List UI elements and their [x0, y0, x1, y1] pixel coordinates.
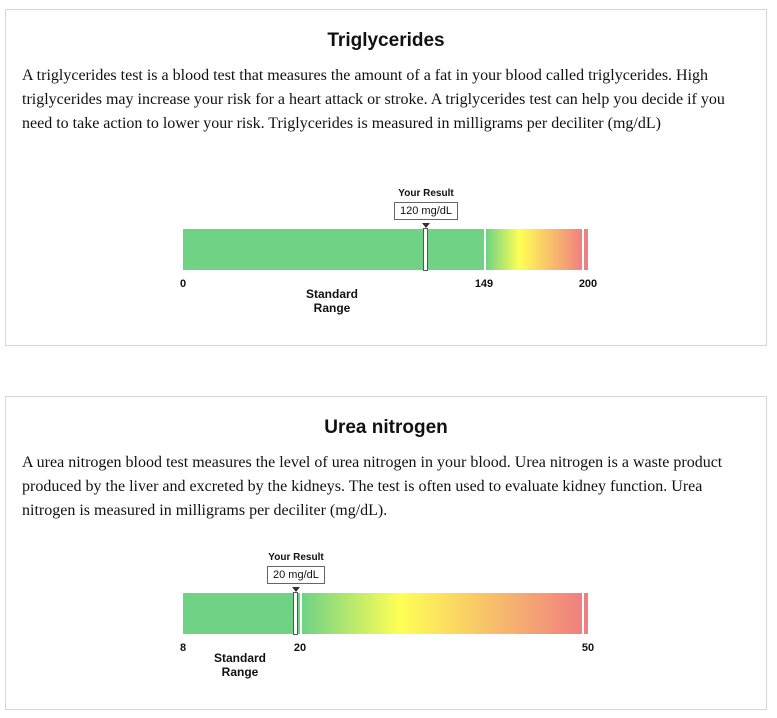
standard-range-label-line1: Standard	[305, 287, 358, 301]
result-pointer-icon	[292, 587, 300, 592]
standard-range-label: Standard Range	[200, 651, 280, 679]
result-marker	[293, 592, 298, 635]
tick-label-max: 200	[578, 278, 598, 290]
card-description: A urea nitrogen blood test measures the …	[22, 454, 723, 519]
your-result-label: Your Result	[268, 552, 324, 563]
card-title: Urea nitrogen	[324, 417, 448, 438]
standard-range-label-line1: Standard	[213, 651, 266, 665]
high-end-bar	[584, 229, 588, 270]
triglycerides-card: Triglycerides A triglycerides test is a …	[5, 9, 767, 346]
tick-label-standard: 20	[293, 642, 307, 654]
standard-range-label-line2: Range	[221, 665, 259, 679]
standard-range-label-line2: Range	[313, 301, 351, 315]
result-pointer-icon	[422, 223, 430, 228]
tick-label-max: 50	[581, 642, 595, 654]
tick-label-min: 8	[179, 642, 187, 654]
urea-nitrogen-card: Urea nitrogen A urea nitrogen blood test…	[5, 396, 767, 710]
result-scale: Your Result 20 mg/dL 8 20 50 Standard Ra…	[6, 397, 766, 709]
range-divider	[484, 229, 486, 270]
result-value-box: 120 mg/dL	[394, 202, 458, 220]
tick-label-standard: 149	[474, 278, 494, 290]
result-value-box: 20 mg/dL	[267, 566, 325, 584]
elevated-range-bar	[302, 593, 582, 634]
standard-range-label: Standard Range	[292, 287, 372, 315]
result-scale: Your Result 120 mg/dL 0 149 200 Standard…	[6, 10, 766, 345]
standard-range-bar	[183, 593, 300, 634]
result-marker	[423, 228, 428, 271]
standard-range-bar	[183, 229, 484, 270]
card-description: A triglycerides test is a blood test tha…	[22, 67, 725, 132]
high-end-bar	[584, 593, 588, 634]
tick-label-min: 0	[179, 278, 187, 290]
your-result-label: Your Result	[398, 188, 454, 199]
card-title: Triglycerides	[327, 30, 445, 51]
elevated-range-bar	[486, 229, 582, 270]
